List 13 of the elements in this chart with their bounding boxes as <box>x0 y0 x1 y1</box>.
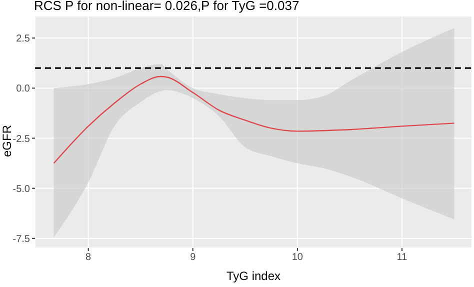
x-tick-label: 11 <box>396 252 408 264</box>
y-axis-title: eGFR <box>0 124 14 158</box>
x-tick-label: 10 <box>292 252 304 264</box>
line-series <box>53 76 455 164</box>
chart-title: RCS P for non-linear= 0.026,P for TyG =0.037 <box>34 0 300 13</box>
y-tick-label: -7.5 <box>12 234 30 245</box>
y-tick-label: 2.5 <box>16 34 30 45</box>
x-tick-label: 9 <box>190 252 196 264</box>
y-tick-label: -2.5 <box>12 134 30 145</box>
x-tick-label: 8 <box>86 252 92 264</box>
x-axis-title: TyG index <box>226 269 281 283</box>
y-tick-label: -5.0 <box>12 184 30 195</box>
y-tick-label: 0.0 <box>16 84 30 95</box>
